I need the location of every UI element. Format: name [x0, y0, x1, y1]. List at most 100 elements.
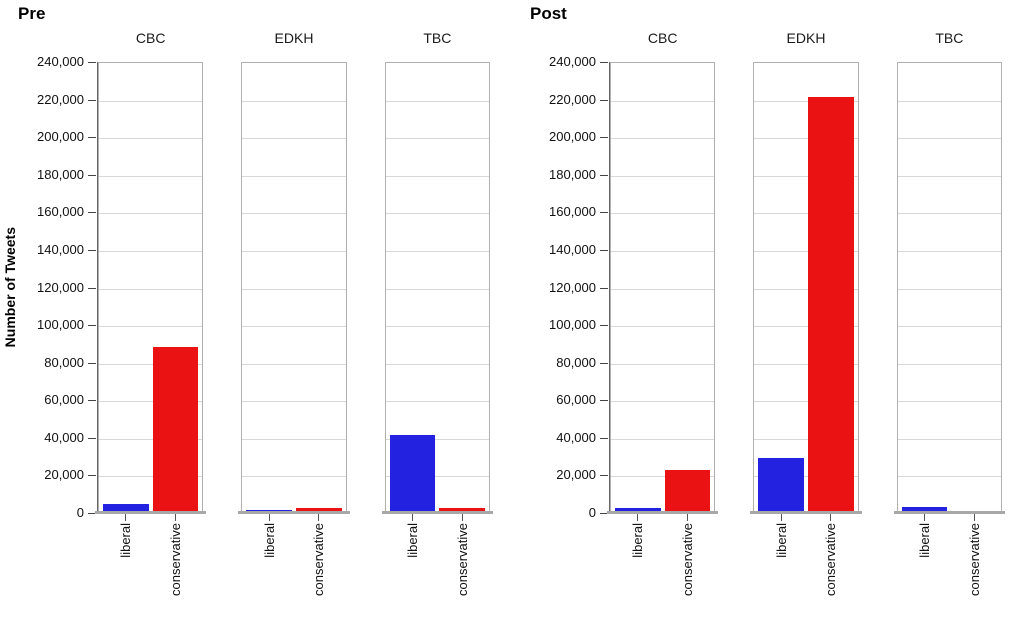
- gridline: [242, 401, 346, 403]
- panel-edkh: EDKH liberal conservative: [750, 30, 862, 596]
- x-tick-label: conservative: [310, 523, 328, 596]
- panels-row: CBC liberal conservative EDKH liberal conserv…: [95, 30, 493, 596]
- gridline: [897, 288, 1001, 290]
- x-tick-mark: [318, 514, 320, 521]
- x-tick-mark: [412, 514, 414, 521]
- y-tick-label: 200,000: [549, 129, 596, 145]
- gridline: [897, 250, 1001, 252]
- x-tick-label-text: liberal: [261, 523, 277, 558]
- x-tick-label: liberal: [260, 523, 278, 558]
- y-tick-label: 140,000: [37, 241, 84, 257]
- y-tick-mark: [600, 249, 608, 251]
- panel-header: EDKH: [786, 30, 826, 46]
- y-tick-mark: [600, 212, 608, 214]
- y-tick-mark: [600, 513, 608, 514]
- x-tick-label: liberal: [404, 523, 422, 558]
- y-tick-mark: [88, 362, 96, 364]
- x-tick-label: liberal: [629, 523, 647, 558]
- y-tick-mark: [88, 400, 96, 402]
- gridline: [897, 363, 1001, 365]
- gridline: [611, 138, 715, 140]
- gridline: [611, 326, 715, 328]
- panel-tbc: TBC liberal conservative: [893, 30, 1005, 596]
- x-tick-mark: [686, 514, 688, 521]
- y-tick-mark: [88, 513, 96, 514]
- bar-liberal: [758, 457, 804, 512]
- gridline: [611, 476, 715, 478]
- gridline: [385, 326, 489, 328]
- y-tick-label: 160,000: [37, 204, 84, 220]
- gridline: [611, 250, 715, 252]
- x-tick-mark: [461, 514, 463, 521]
- y-tick-mark: [600, 287, 608, 289]
- y-tick-label: 120,000: [549, 279, 596, 295]
- gridline: [99, 476, 203, 478]
- gridline: [99, 138, 203, 140]
- x-tick-label: conservative: [166, 523, 184, 596]
- x-tick-label: liberal: [117, 523, 135, 558]
- x-tick-label-text: conservative: [167, 523, 183, 596]
- group-title-pre: Pre: [18, 4, 46, 23]
- bar-liberal: [389, 434, 436, 512]
- gridline: [897, 438, 1001, 440]
- gridline: [242, 100, 346, 102]
- gridline: [99, 250, 203, 252]
- gridline: [897, 401, 1001, 403]
- y-tick-label: 240,000: [37, 54, 84, 69]
- y-tick-mark: [88, 475, 96, 477]
- baseline: [238, 511, 350, 514]
- bar-conservative: [664, 469, 711, 512]
- y-tick-mark: [600, 137, 608, 139]
- x-tick-mark: [924, 514, 926, 521]
- bar-liberal: [901, 507, 948, 512]
- bar-conservative: [439, 508, 485, 512]
- y-axis-line: [97, 62, 98, 514]
- gridline: [611, 401, 715, 403]
- y-tick-label: 40,000: [44, 429, 84, 445]
- x-tick-mark: [780, 514, 782, 521]
- gridline: [611, 213, 715, 215]
- x-tick-mark: [973, 514, 975, 521]
- panel-header: TBC: [423, 30, 452, 46]
- baseline: [893, 511, 1005, 514]
- panel-tbc: TBC liberal conservative: [381, 30, 493, 596]
- gridline: [242, 213, 346, 215]
- gridline: [385, 401, 489, 403]
- y-tick-mark: [600, 437, 608, 439]
- bar-liberal: [103, 504, 149, 512]
- panel-group-post: Post 0 20,000 40,000 60,000 80,000 100,000 120…: [512, 0, 1024, 620]
- x-tick-mark: [830, 514, 832, 521]
- gridline: [754, 138, 858, 140]
- x-tick-label: liberal: [916, 523, 934, 558]
- gridline: [897, 213, 1001, 215]
- gridline: [99, 100, 203, 102]
- y-tick-mark: [88, 137, 96, 139]
- gridline: [897, 100, 1001, 102]
- x-tick-label-text: conservative: [966, 523, 982, 596]
- gridline: [99, 213, 203, 215]
- x-tick-mark: [174, 514, 176, 521]
- gridline: [242, 288, 346, 290]
- x-tick-mark: [637, 514, 639, 521]
- x-tick-label-text: conservative: [679, 523, 695, 596]
- gridline: [242, 438, 346, 440]
- y-tick-mark: [88, 325, 96, 327]
- gridline: [611, 175, 715, 177]
- y-tick-mark: [88, 249, 96, 251]
- y-axis-pre: 0 20,000 40,000 60,000 80,000 100,000 120,000 1…: [0, 54, 98, 520]
- panel-cbc: CBC liberal conservative: [607, 30, 719, 596]
- panel-edkh: EDKH liberal conservative: [238, 30, 350, 596]
- y-axis-post: 0 20,000 40,000 60,000 80,000 100,000 120,000 1…: [512, 54, 610, 520]
- group-title-post: Post: [530, 4, 567, 23]
- gridline: [385, 175, 489, 177]
- panel-header: CBC: [647, 30, 678, 46]
- gridline: [754, 326, 858, 328]
- gridline: [242, 476, 346, 478]
- panel-cbc: CBC liberal conservative: [95, 30, 207, 596]
- gridline: [754, 175, 858, 177]
- y-tick-label: 200,000: [37, 129, 84, 145]
- y-tick-label: 100,000: [549, 317, 596, 333]
- gridline: [754, 288, 858, 290]
- gridline: [99, 438, 203, 440]
- gridline: [99, 288, 203, 290]
